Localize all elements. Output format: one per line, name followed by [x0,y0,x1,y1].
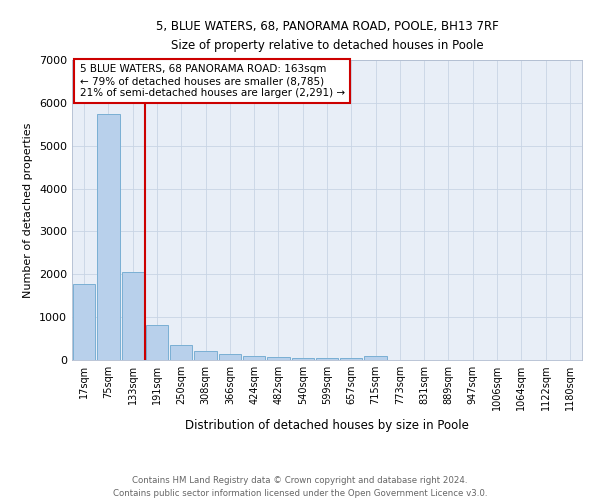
Bar [340,358,362,360]
Bar [364,356,387,360]
Bar [73,284,95,360]
Text: Contains HM Land Registry data © Crown copyright and database right 2024.
Contai: Contains HM Land Registry data © Crown c… [113,476,487,498]
Title: 5, BLUE WATERS, 68, PANORAMA ROAD, POOLE, BH13 7RF
Size of property relative to : 5, BLUE WATERS, 68, PANORAMA ROAD, POOLE… [155,20,499,52]
Bar [146,325,168,360]
Bar [243,356,265,360]
Bar [194,351,217,360]
Bar [292,358,314,360]
Bar [316,358,338,360]
Text: 5 BLUE WATERS, 68 PANORAMA ROAD: 163sqm
← 79% of detached houses are smaller (8,: 5 BLUE WATERS, 68 PANORAMA ROAD: 163sqm … [80,64,345,98]
Bar [170,346,193,360]
X-axis label: Distribution of detached houses by size in Poole: Distribution of detached houses by size … [185,418,469,432]
Bar [122,272,144,360]
Y-axis label: Number of detached properties: Number of detached properties [23,122,34,298]
Bar [267,357,290,360]
Bar [97,114,119,360]
Bar [218,354,241,360]
